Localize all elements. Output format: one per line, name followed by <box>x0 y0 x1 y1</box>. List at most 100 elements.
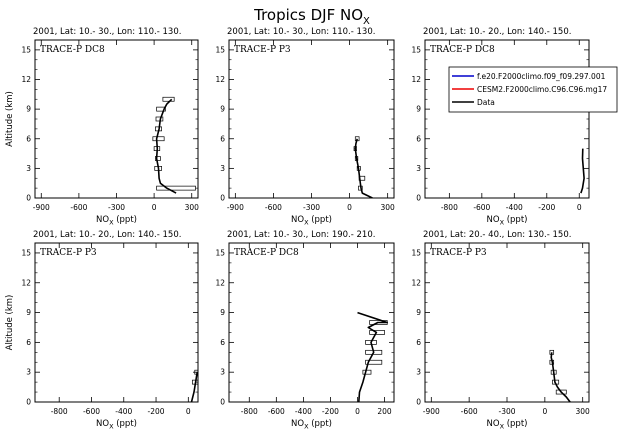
y-tick-label: 9 <box>220 308 225 317</box>
data-layer <box>549 349 571 402</box>
x-tick-label: -200 <box>538 203 555 212</box>
y-tick-label: 15 <box>21 248 31 257</box>
series-line-data <box>580 148 585 194</box>
series-line-data <box>190 372 198 402</box>
x-tick-label: 0 <box>152 203 157 212</box>
y-tick-label: 15 <box>215 248 225 257</box>
x-tick-label: -600 <box>461 407 478 416</box>
x-tick-label: -300 <box>108 203 125 212</box>
panel-subtitle: 2001, Lat: 10.- 20., Lon: 140.- 150. <box>33 230 181 240</box>
range-box <box>155 156 161 161</box>
series-line-data <box>155 98 177 194</box>
plot-frame <box>34 242 199 403</box>
y-tick-label: 3 <box>220 368 225 377</box>
x-tick-label: -800 <box>441 203 458 212</box>
x-tick-label: -600 <box>83 407 100 416</box>
data-layer <box>580 148 585 194</box>
y-tick-label: 12 <box>21 75 31 84</box>
panel-2: 2001, Lat: 10.- 30., Lon: 110.- 130. TRAC… <box>215 27 395 227</box>
plot-frame <box>228 39 395 199</box>
x-axis-label: NOX (ppt) <box>291 419 332 431</box>
panels-group: 2001, Lat: 10.- 30., Lon: 110.- 130. TRAC… <box>5 27 618 431</box>
x-tick-label: -600 <box>265 203 282 212</box>
x-tick-label: -200 <box>148 407 165 416</box>
y-axis-label: Altitude (km) <box>5 91 15 147</box>
range-box <box>152 136 165 142</box>
legend-label: f.e20.F2000climo.f09_f09.297.001 <box>477 72 606 81</box>
x-tick-label: -600 <box>70 203 87 212</box>
x-axis-label: NOX (ppt) <box>96 419 137 431</box>
legend-box <box>448 66 618 113</box>
data-layer <box>353 136 373 198</box>
y-tick-label: 12 <box>411 278 421 287</box>
panel-subtitle: 2001, Lat: 20.- 40., Lon: 130.- 150. <box>423 230 571 240</box>
y-tick-label: 0 <box>416 398 421 407</box>
panel-subtitle: 2001, Lat: 10.- 30., Lon: 110.- 130. <box>33 27 181 37</box>
y-tick-label: 6 <box>26 338 31 347</box>
y-tick-label: 12 <box>411 75 421 84</box>
x-tick-label: 0 <box>347 203 352 212</box>
series-line-data <box>357 311 389 402</box>
plot-frame <box>34 39 199 199</box>
campaign-label: TRACE-P P3 <box>40 248 97 258</box>
legend: f.e20.F2000climo.f09_f09.297.001 CESM2.F2… <box>448 66 618 113</box>
y-tick-label: 12 <box>215 75 225 84</box>
campaign-label: TRACE-P P3 <box>430 248 487 258</box>
y-tick-label: 0 <box>220 398 225 407</box>
y-tick-label: 12 <box>215 278 225 287</box>
data-layer <box>152 96 196 194</box>
y-tick-label: 6 <box>416 134 421 143</box>
range-box <box>156 185 196 191</box>
plot-frame <box>424 242 590 403</box>
y-tick-label: 0 <box>416 194 421 203</box>
plot-frame <box>228 242 395 403</box>
panel-6: 2001, Lat: 20.- 40., Lon: 130.- 150. TRAC… <box>411 230 590 431</box>
y-tick-label: 9 <box>416 308 421 317</box>
x-tick-label: -600 <box>268 407 285 416</box>
y-axis-label: Altitude (km) <box>5 295 15 351</box>
x-tick-label: -800 <box>241 407 258 416</box>
chart-title: Tropics DJF NOX <box>253 6 370 27</box>
range-box <box>156 106 166 112</box>
campaign-label: TRACE-P DC8 <box>40 45 105 55</box>
x-tick-label: 0 <box>355 407 360 416</box>
x-axis-label: NOX (ppt) <box>487 419 528 431</box>
x-tick-label: -200 <box>322 407 339 416</box>
y-tick-label: 15 <box>21 45 31 54</box>
y-tick-label: 3 <box>416 368 421 377</box>
x-tick-label: -600 <box>473 203 490 212</box>
y-tick-label: 6 <box>26 134 31 143</box>
x-axis-label: NOX (ppt) <box>487 215 528 227</box>
x-tick-label: 300 <box>380 203 395 212</box>
campaign-label: TRACE-P DC8 <box>234 248 299 258</box>
legend-label: CESM2.F2000climo.C96.C96.mg17 <box>477 85 607 94</box>
y-tick-label: 0 <box>26 194 31 203</box>
y-tick-label: 9 <box>220 105 225 114</box>
x-tick-label: 0 <box>186 407 191 416</box>
data-layer <box>357 311 389 402</box>
y-tick-label: 15 <box>215 45 225 54</box>
x-tick-label: 300 <box>576 407 591 416</box>
panel-subtitle: 2001, Lat: 10.- 20., Lon: 140.- 150. <box>423 27 571 37</box>
panel-4: 2001, Lat: 10.- 20., Lon: 140.- 150. TRAC… <box>5 230 199 431</box>
data-layer <box>190 369 198 402</box>
panel-5: 2001, Lat: 10.- 30., Lon: 190.- 210. TRAC… <box>215 230 395 431</box>
y-tick-label: 3 <box>220 164 225 173</box>
x-tick-label: -300 <box>303 203 320 212</box>
panel-subtitle: 2001, Lat: 10.- 30., Lon: 110.- 130. <box>227 27 375 37</box>
y-tick-label: 0 <box>26 398 31 407</box>
y-tick-label: 0 <box>220 194 225 203</box>
x-tick-label: 0 <box>577 203 582 212</box>
x-tick-label: 300 <box>185 203 200 212</box>
series-line-data <box>550 352 571 402</box>
range-box <box>365 359 383 365</box>
panel-subtitle: 2001, Lat: 10.- 30., Lon: 190.- 210. <box>227 230 375 240</box>
x-tick-label: -400 <box>115 407 132 416</box>
range-box <box>362 369 372 375</box>
x-axis-label: NOX (ppt) <box>291 215 332 227</box>
range-box <box>555 389 567 395</box>
x-tick-label: -800 <box>51 407 68 416</box>
y-tick-label: 3 <box>416 164 421 173</box>
panel-3: 2001, Lat: 10.- 20., Lon: 140.- 150. TRAC… <box>411 27 590 227</box>
y-tick-label: 3 <box>26 368 31 377</box>
